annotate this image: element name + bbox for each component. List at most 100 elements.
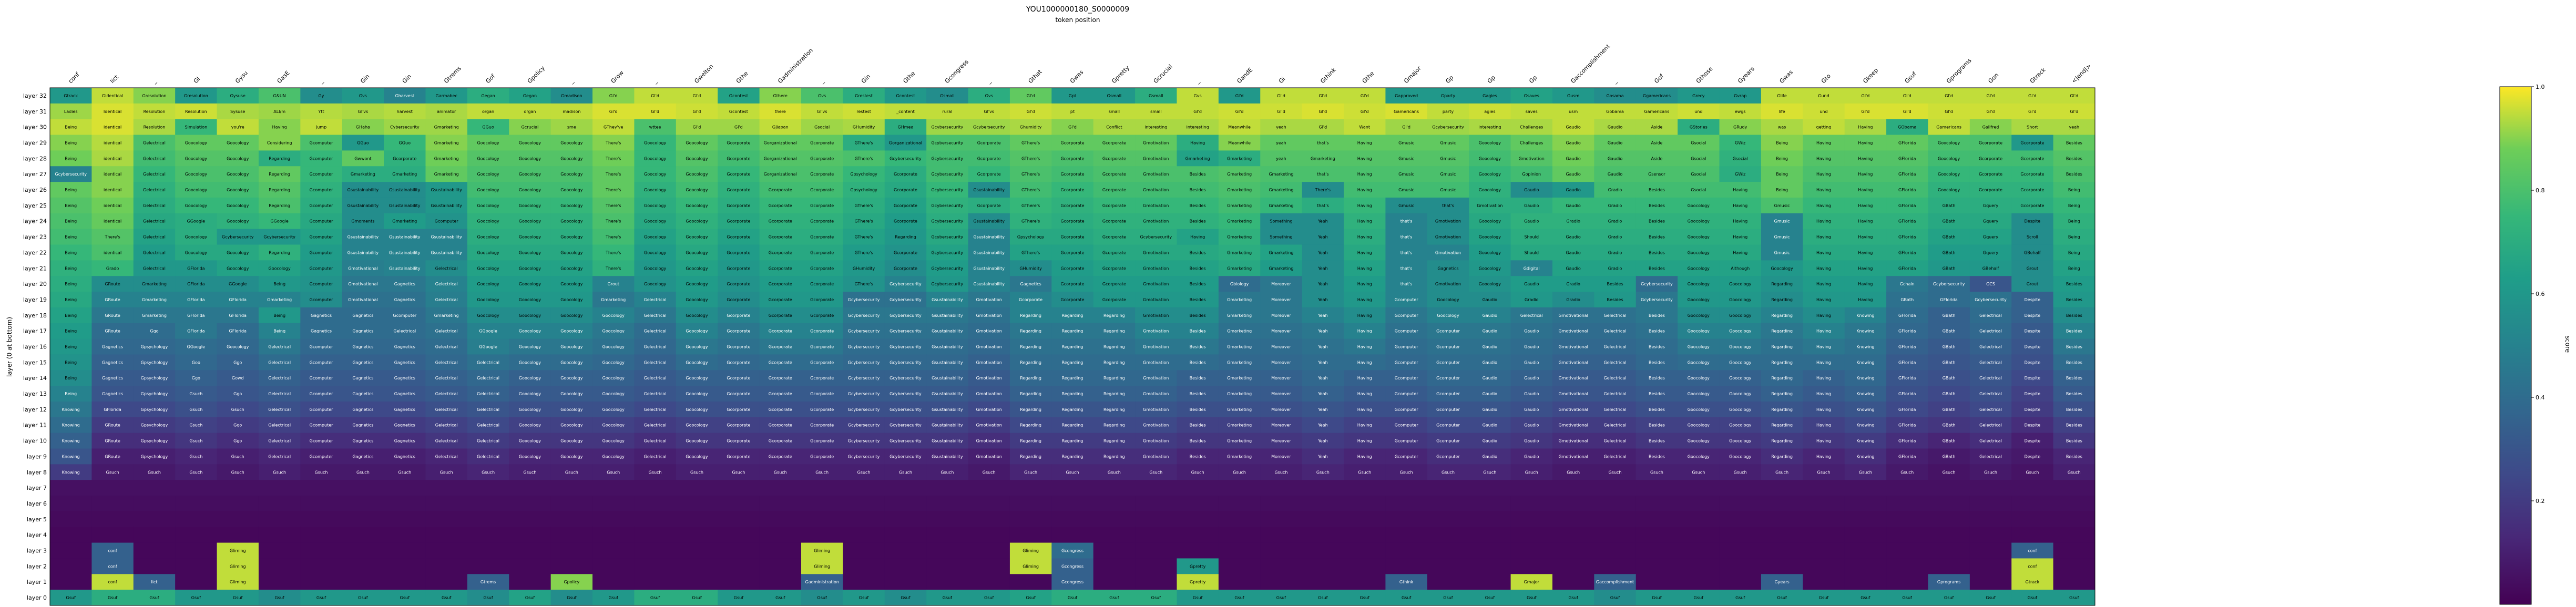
heatmap-cell [384,135,426,151]
heatmap-cell [258,135,301,151]
cell-label: Gamericans [1644,109,1669,114]
cell-label: Gcomputer [1395,345,1418,349]
cell-label: Being [273,313,285,318]
cell-label: Gagnetics [394,439,415,444]
cell-label: Goocology [185,235,207,240]
y-tick-label: layer 17 [23,328,47,335]
x-tick-label: Gthe [902,70,916,85]
heatmap-cell [1135,103,1177,120]
cell-label: Gcomputer [1395,376,1418,380]
cell-label: Gl'vs [358,109,369,114]
cell-label: Gsuch [231,454,244,459]
heatmap-cell [1344,260,1386,276]
heatmap-cell [1218,527,1261,543]
cell-label: Regarding [1771,313,1793,318]
heatmap-cell [592,558,635,574]
cell-label: Gusm [1567,94,1579,98]
heatmap-cell [759,542,802,559]
heatmap-cell [550,244,593,261]
heatmap-cell [718,229,760,245]
cell-label: Gelectrical [435,360,458,365]
heatmap-cell [1594,480,1637,496]
cell-label: There's [605,172,621,177]
cell-label: Ggamericans [1643,94,1671,98]
heatmap-cell [1469,527,1511,543]
heatmap-cell [509,574,551,590]
heatmap-cell [1427,527,1469,543]
cell-label: Gpsychology [141,360,168,365]
heatmap-cell [1678,276,1720,292]
cell-label: Gcybersecurity [848,423,880,428]
cell-label: Gelectrical [268,439,291,444]
cell-label: Regarding [1771,392,1793,396]
cell-label: Regarding [1020,439,1041,444]
cell-label: Gsuf [1234,595,1244,600]
cell-label: Gelectrical [477,392,499,396]
cell-label: Gelectrical [477,439,499,444]
cell-label: Goocology [519,313,541,318]
cell-label: Gelectrical [143,188,166,192]
heatmap-cell [509,166,551,182]
heatmap-cell [1594,119,1637,136]
heatmap-cell [1719,496,1762,512]
cell-label: Moreover [1271,329,1291,334]
heatmap-cell [1093,119,1136,136]
cell-label: Gcomputer [1436,392,1460,396]
heatmap-cell [1009,260,1052,276]
heatmap-cell [467,558,509,574]
cell-label: Gcorporate [977,172,1001,177]
cell-label: Goocology [686,156,708,161]
cell-label: Besides [1649,219,1665,224]
heatmap-cell [718,244,760,261]
cell-label: Gaudio [1524,392,1539,396]
cell-label: Gmotivation [1143,360,1169,365]
heatmap-cell [467,480,509,496]
heatmap-cell [1886,182,1928,198]
cell-label: identical [104,188,121,192]
heatmap-cell [175,103,218,120]
x-tick-label: Gtrems [443,65,463,85]
heatmap-cell [592,480,635,496]
cell-label: Gcorporate [810,345,834,349]
heatmap-cell [1803,480,1845,496]
cell-label: Gcorporate [393,156,416,161]
cell-label: Goocology [686,329,708,334]
cell-label: Regarding [1020,376,1041,380]
heatmap-cell [50,182,92,198]
x-tick-label: conf [67,70,81,85]
cell-label: Gsuch [189,454,202,459]
cell-label: Gcomputer [1395,423,1418,428]
heatmap-cell [425,527,468,543]
cell-label: Goocology [560,376,582,380]
cell-label: Gl'd [651,109,659,114]
cell-label: Gradio [1566,297,1580,302]
heatmap-cell [926,119,969,136]
cell-label: Gmotivation [1143,376,1169,380]
heatmap-cell [175,558,218,574]
heatmap-cell [50,480,92,496]
heatmap-cell [1678,88,1720,104]
cell-label: Goocology [686,360,708,365]
colorbar-tick-label: 0.2 [2536,498,2545,505]
cell-label: Gsustainability [932,439,963,444]
cell-label: Besides [1649,360,1665,365]
heatmap-cell [676,150,718,167]
cell-label: Gmotivation [1143,266,1169,271]
heatmap-cell [1135,527,1177,543]
heatmap-cell [968,480,1010,496]
cell-label: Gsuch [440,470,453,475]
heatmap-cell [843,182,885,198]
cell-label: Gcorporate [769,423,792,428]
cell-label: Goocology [227,172,249,177]
cell-label: Gradio [1608,235,1622,240]
cell-label: Gaudio [1566,203,1580,208]
cell-label: Goocology [1938,172,1960,177]
heatmap-cell [1135,496,1177,512]
cell-label: Gsuch [231,470,244,475]
cell-label: Regarding [1020,329,1041,334]
heatmap-cell [926,244,969,261]
heatmap-cell [1093,197,1136,214]
cell-label: Gaudio [1566,156,1580,161]
cell-label: Gmotivation [1143,407,1169,412]
cell-label: Gmusic [1440,156,1456,161]
